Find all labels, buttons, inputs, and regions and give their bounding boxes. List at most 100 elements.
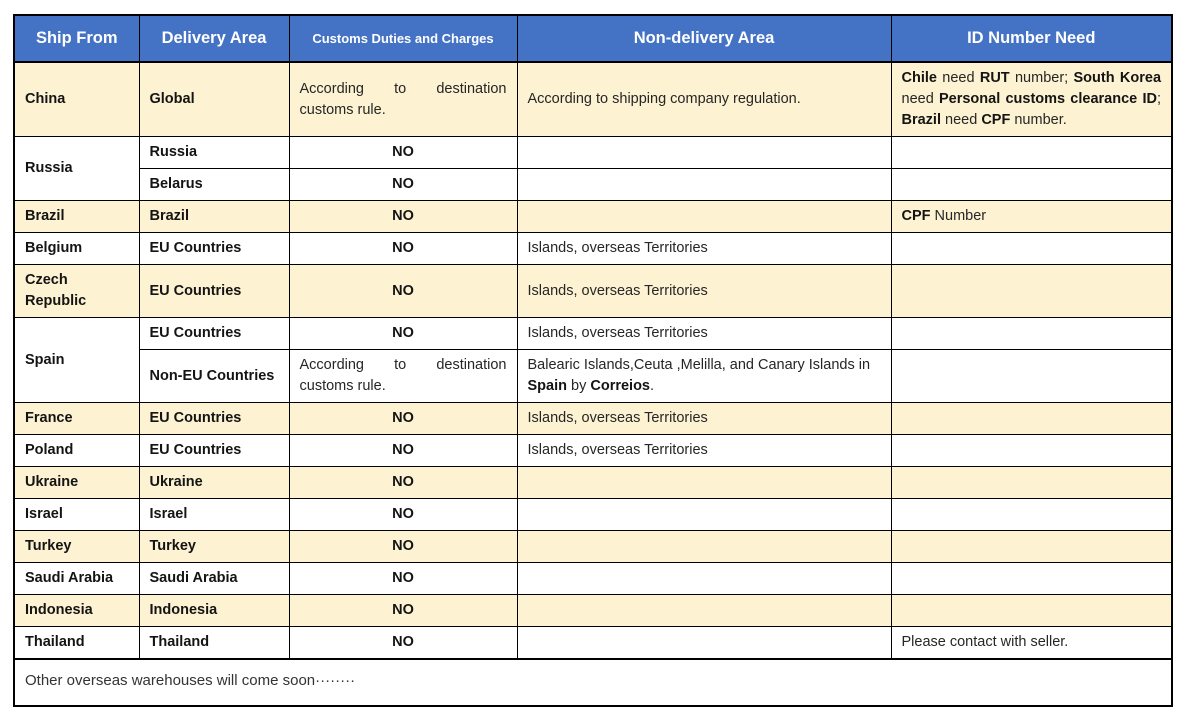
cell-customs-duties: NO [288,466,518,500]
column-header-delivery-area: Delivery Area [138,14,290,63]
table-row: Belgium EU Countries NO Islands, overseas T… [13,232,1173,266]
cell-non-delivery-area [516,498,892,532]
cell-delivery-area: Global [138,61,290,138]
table-row: Israel Israel NO [13,498,1173,532]
cell-customs-duties: According to destination customs rule. [288,61,518,138]
table-row: Czech Republic EU Countries NO Islands, ove… [13,264,1173,319]
cell-delivery-area: Indonesia [138,594,290,628]
cell-id-number-need [890,402,1173,436]
cell-customs-duties: NO [288,594,518,628]
cell-delivery-area: EU Countries [138,402,290,436]
column-header-id-number-need: ID Number Need [890,14,1173,63]
cell-customs-duties: NO [288,434,518,468]
cell-id-number-need: Please contact with seller. [890,626,1173,660]
cell-delivery-area: Belarus [138,168,290,202]
cell-customs-duties: NO [288,498,518,532]
shipping-info-table: Ship From Delivery Area Customs Duties and… [13,14,1173,707]
cell-delivery-area: Russia [138,136,290,170]
cell-customs-duties: NO [288,168,518,202]
cell-delivery-area: EU Countries [138,232,290,266]
header-row: Ship From Delivery Area Customs Duties and… [13,14,1173,63]
table-row: Indonesia Indonesia NO [13,594,1173,628]
cell-ship-from: Thailand [13,626,140,660]
cell-non-delivery-area: According to shipping company regulation… [516,61,892,138]
table-row: Belarus NO [14,168,1173,202]
cell-ship-from: Poland [13,434,140,468]
cell-id-number-need [890,466,1173,500]
cell-customs-duties: NO [288,562,518,596]
cell-id-number-need [890,434,1173,468]
cell-id-number-need [890,562,1173,596]
cell-customs-duties: NO [288,626,518,660]
cell-non-delivery-area [516,168,892,202]
cell-ship-from: France [13,402,140,436]
cell-non-delivery-area: Islands, overseas Territories [516,264,892,319]
cell-customs-duties: NO [288,200,518,234]
cell-id-number-need [890,136,1173,170]
cell-non-delivery-area: Islands, overseas Territories [516,402,892,436]
cell-ship-from: Russia [13,136,140,202]
cell-non-delivery-area [516,136,892,170]
cell-customs-duties: NO [288,402,518,436]
cell-ship-from: China [13,61,140,138]
table-row: Russia Russia NO [13,136,1173,202]
cell-ship-from: Belgium [13,232,140,266]
cell-ship-from: Indonesia [13,594,140,628]
cell-id-number-need [890,349,1173,404]
cell-ship-from: Brazil [13,200,140,234]
column-header-ship-from: Ship From [13,14,140,63]
footer-row: Other overseas warehouses will come soon… [13,658,1173,707]
cell-delivery-area: Israel [138,498,290,532]
cell-non-delivery-area [516,466,892,500]
table-row: Poland EU Countries NO Islands, overseas Te… [13,434,1173,468]
cell-id-number-need [890,168,1173,202]
table-row: Non-EU Countries According to destination… [14,349,1173,404]
cell-customs-duties: According to destination customs rule. [288,349,518,404]
table-row: Spain EU Countries NO Islands, overseas Ter… [13,317,1173,404]
table-footer-note: Other overseas warehouses will come soon… [13,658,1173,707]
cell-id-number-need: Chile need RUT number; South Korea need … [890,61,1173,138]
cell-customs-duties: NO [288,232,518,266]
cell-ship-from: Turkey [13,530,140,564]
cell-non-delivery-area [516,562,892,596]
cell-id-number-need [890,317,1173,351]
cell-delivery-area: Non-EU Countries [138,349,290,404]
cell-id-number-need: CPF Number [890,200,1173,234]
cell-non-delivery-area [516,200,892,234]
cell-delivery-area: Saudi Arabia [138,562,290,596]
cell-customs-duties: NO [288,317,518,351]
cell-ship-from: Saudi Arabia [13,562,140,596]
cell-non-delivery-area: Islands, overseas Territories [516,232,892,266]
cell-id-number-need [890,498,1173,532]
cell-non-delivery-area [516,626,892,660]
cell-delivery-area: Thailand [138,626,290,660]
cell-id-number-need [890,264,1173,319]
cell-delivery-area: EU Countries [138,317,290,351]
cell-customs-duties: NO [288,264,518,319]
cell-non-delivery-area: Islands, overseas Territories [516,434,892,468]
table-row: Saudi Arabia Saudi Arabia NO [13,562,1173,596]
cell-customs-duties: NO [288,530,518,564]
table-row: Thailand Thailand NO Please contact with se… [13,626,1173,660]
table-row: China Global According to destination cust… [13,61,1173,138]
cell-id-number-need [890,594,1173,628]
cell-delivery-area: EU Countries [138,264,290,319]
cell-non-delivery-area: Balearic Islands,Ceuta ,Melilla, and Can… [516,349,892,404]
cell-ship-from: Israel [13,498,140,532]
cell-delivery-area: Turkey [138,530,290,564]
cell-non-delivery-area: Islands, overseas Territories [516,317,892,351]
cell-ship-from: Czech Republic [13,264,140,319]
cell-id-number-need [890,232,1173,266]
column-header-non-delivery-area: Non-delivery Area [516,14,892,63]
cell-delivery-area: EU Countries [138,434,290,468]
table-row: France EU Countries NO Islands, overseas Te… [13,402,1173,436]
cell-ship-from: Ukraine [13,466,140,500]
cell-ship-from: Spain [13,317,140,404]
cell-customs-duties: NO [288,136,518,170]
column-header-customs-duties: Customs Duties and Charges [288,14,518,63]
cell-non-delivery-area [516,530,892,564]
cell-id-number-need [890,530,1173,564]
table-row: Brazil Brazil NO CPF Number [13,200,1173,234]
cell-delivery-area: Ukraine [138,466,290,500]
